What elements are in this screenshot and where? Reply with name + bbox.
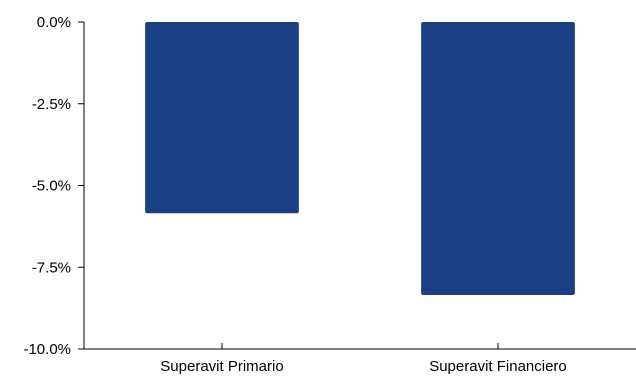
x-tick-label: Superavit Financiero	[429, 358, 567, 375]
x-tick-label: Superavit Primario	[160, 358, 283, 375]
bars	[145, 22, 575, 296]
y-tick-label: -2.5%	[32, 96, 71, 113]
x-ticks: Superavit Primario Superavit Financiero	[160, 343, 567, 375]
y-tick-label: -7.5%	[32, 259, 71, 276]
y-tick-label: -10.0%	[23, 341, 71, 358]
bar-superavit-primario	[145, 22, 299, 214]
bar-superavit-financiero	[421, 22, 575, 296]
y-ticks: 0.0% -2.5% -5.0% -7.5% -10.0%	[23, 14, 84, 358]
y-tick-label: 0.0%	[37, 14, 71, 31]
y-tick-label: -5.0%	[32, 178, 71, 195]
